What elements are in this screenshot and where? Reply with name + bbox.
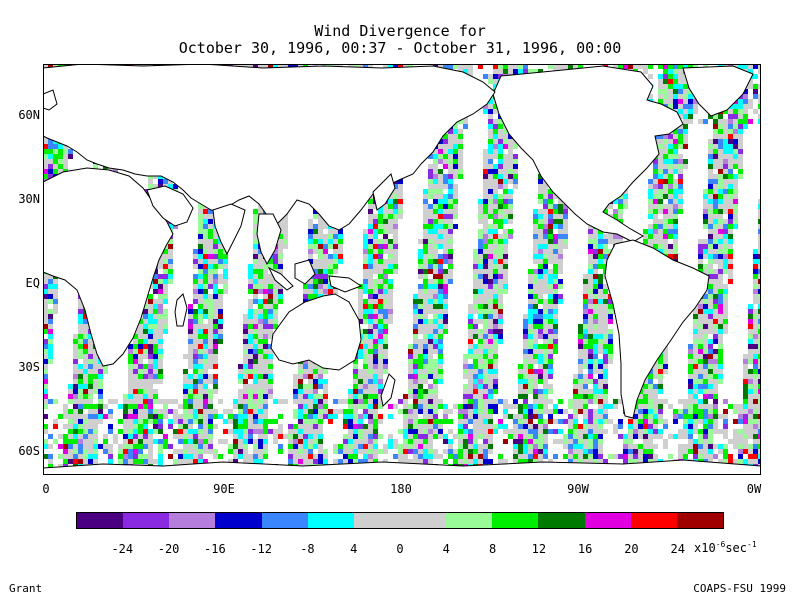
units-exponent: -6 — [715, 540, 726, 549]
indochina — [256, 213, 282, 266]
japan — [372, 173, 396, 211]
colorbar-units: x10-6sec-1 — [694, 540, 757, 555]
india — [212, 203, 246, 256]
lon-label-90e: 90E — [213, 482, 235, 496]
colorbar-label: 16 — [577, 542, 593, 556]
colorbar — [76, 512, 724, 529]
lat-label-30n: 30N — [18, 192, 40, 206]
new-zealand — [380, 373, 396, 408]
madagascar — [174, 293, 188, 327]
north-america — [492, 65, 684, 243]
lat-label-60n: 60N — [18, 108, 40, 122]
lat-label-60s: 60S — [18, 444, 40, 458]
map-frame — [43, 64, 761, 475]
colorbar-swatch — [399, 513, 447, 528]
colorbar-swatch — [261, 513, 308, 528]
colorbar-swatch — [446, 513, 493, 528]
colorbar-swatch — [584, 513, 631, 528]
footer-credit: COAPS-FSU 1999 — [693, 582, 786, 595]
colorbar-swatch — [215, 513, 262, 528]
lon-label-0: 0 — [42, 482, 50, 496]
lon-label-0w: 0W — [746, 482, 762, 496]
colorbar-label: 12 — [531, 542, 547, 556]
africa — [43, 167, 174, 367]
lat-label-30s: 30S — [18, 360, 40, 374]
colorbar-swatch — [492, 513, 539, 528]
colorbar-swatch — [123, 513, 170, 528]
land-masses — [43, 64, 761, 475]
colorbar-swatch — [169, 513, 216, 528]
south-america — [604, 239, 710, 419]
borneo — [294, 259, 316, 285]
colorbar-swatch — [307, 513, 354, 528]
arabia — [146, 185, 194, 227]
colorbar-swatch — [353, 513, 400, 528]
units-prefix: x10 — [694, 541, 716, 555]
lon-label-90w: 90W — [567, 482, 589, 496]
greenland — [682, 65, 754, 117]
wind-divergence-map — [43, 64, 761, 475]
colorbar-label: -12 — [250, 542, 272, 556]
colorbar-label: 0 — [396, 542, 404, 556]
footer-author: Grant — [9, 582, 43, 595]
map-title-line2: October 30, 1996, 00:37 - October 31, 19… — [178, 39, 622, 57]
colorbar-label: -24 — [111, 542, 134, 556]
colorbar-label: -20 — [157, 542, 180, 556]
colorbar-label: 24 — [670, 542, 685, 556]
new-guinea — [328, 275, 363, 293]
colorbar-label: -8 — [300, 542, 315, 556]
antarctica — [43, 459, 761, 475]
colorbar-label: 20 — [624, 542, 639, 556]
colorbar-swatch — [538, 513, 585, 528]
colorbar-label: 4 — [442, 542, 450, 556]
colorbar-label: -16 — [204, 542, 226, 556]
british-isles — [43, 89, 58, 111]
units-suffix-exponent: -1 — [747, 540, 757, 549]
australia — [270, 293, 362, 371]
colorbar-swatch — [77, 513, 124, 528]
lon-label-180: 180 — [390, 482, 412, 496]
map-title-line1: Wind Divergence for — [314, 22, 486, 40]
units-suffix: sec — [725, 541, 748, 555]
colorbar-swatch — [676, 513, 723, 528]
colorbar-label: 4 — [350, 542, 358, 556]
colorbar-label: 8 — [488, 542, 497, 556]
sumatra — [267, 266, 294, 291]
lat-label-eq: EQ — [25, 276, 40, 290]
colorbar-swatch — [630, 513, 677, 528]
